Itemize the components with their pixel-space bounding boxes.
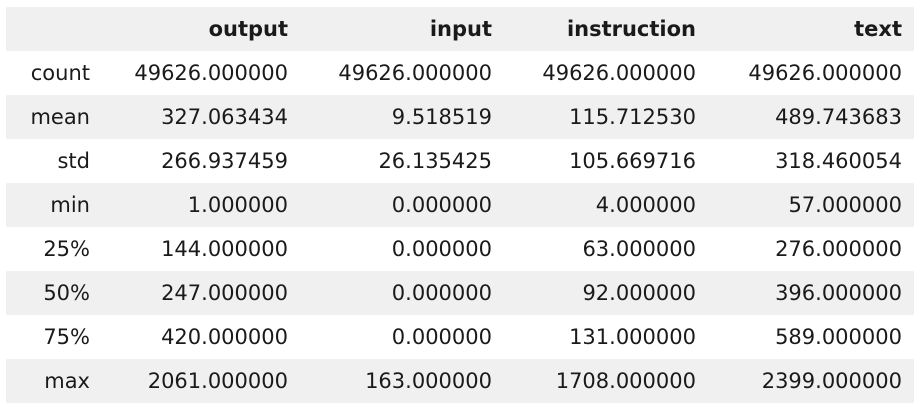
table-cell: 2399.000000 [708,359,914,403]
column-header-instruction: instruction [504,7,708,52]
column-header-text: text [708,7,914,52]
table-cell: 327.063434 [96,95,300,139]
describe-table: output input instruction text count 4962… [6,7,914,403]
table-row: 75% 420.000000 0.000000 131.000000 589.0… [6,315,914,359]
table-cell: 9.518519 [300,95,504,139]
table-cell: 49626.000000 [300,51,504,95]
table-cell: 0.000000 [300,183,504,227]
column-header-input: input [300,7,504,52]
table-cell: 247.000000 [96,271,300,315]
row-label: count [6,51,96,95]
table-cell: 2061.000000 [96,359,300,403]
table-row: 25% 144.000000 0.000000 63.000000 276.00… [6,227,914,271]
table-header: output input instruction text [6,7,914,52]
table-cell: 0.000000 [300,315,504,359]
table-cell: 589.000000 [708,315,914,359]
table-cell: 1708.000000 [504,359,708,403]
row-label: mean [6,95,96,139]
row-label: min [6,183,96,227]
table-cell: 266.937459 [96,139,300,183]
table-cell: 396.000000 [708,271,914,315]
table-cell: 318.460054 [708,139,914,183]
table-cell: 276.000000 [708,227,914,271]
column-header-output: output [96,7,300,52]
table-cell: 163.000000 [300,359,504,403]
table-cell: 115.712530 [504,95,708,139]
table-cell: 4.000000 [504,183,708,227]
table-cell: 92.000000 [504,271,708,315]
row-label: 75% [6,315,96,359]
row-label: std [6,139,96,183]
table-cell: 489.743683 [708,95,914,139]
table-cell: 105.669716 [504,139,708,183]
table-cell: 63.000000 [504,227,708,271]
row-label: max [6,359,96,403]
table-cell: 49626.000000 [96,51,300,95]
corner-cell [6,7,96,52]
table-cell: 0.000000 [300,271,504,315]
table-cell: 1.000000 [96,183,300,227]
table-row: count 49626.000000 49626.000000 49626.00… [6,51,914,95]
table-cell: 144.000000 [96,227,300,271]
header-row: output input instruction text [6,7,914,52]
table-cell: 0.000000 [300,227,504,271]
row-label: 25% [6,227,96,271]
table-cell: 420.000000 [96,315,300,359]
table-cell: 49626.000000 [504,51,708,95]
table-cell: 26.135425 [300,139,504,183]
row-label: 50% [6,271,96,315]
table-cell: 131.000000 [504,315,708,359]
table-row: 50% 247.000000 0.000000 92.000000 396.00… [6,271,914,315]
table-cell: 57.000000 [708,183,914,227]
table-cell: 49626.000000 [708,51,914,95]
table-row: max 2061.000000 163.000000 1708.000000 2… [6,359,914,403]
table-row: std 266.937459 26.135425 105.669716 318.… [6,139,914,183]
table-row: min 1.000000 0.000000 4.000000 57.000000 [6,183,914,227]
table-row: mean 327.063434 9.518519 115.712530 489.… [6,95,914,139]
table-body: count 49626.000000 49626.000000 49626.00… [6,51,914,403]
